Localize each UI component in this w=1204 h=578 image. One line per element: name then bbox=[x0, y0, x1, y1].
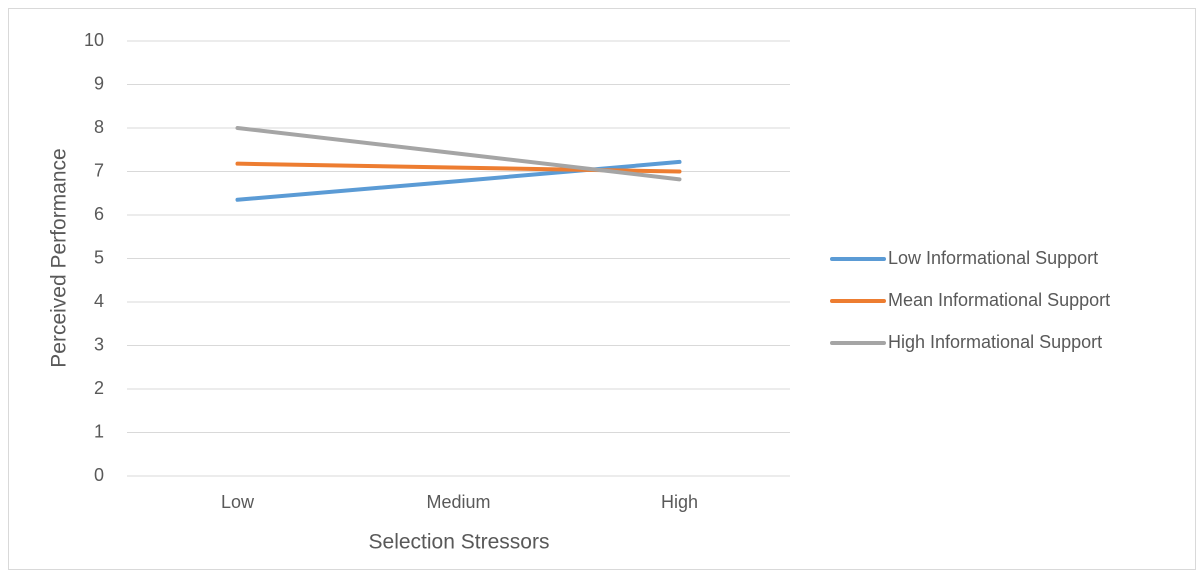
y-tick-label: 3 bbox=[94, 334, 104, 354]
legend-label: Mean Informational Support bbox=[888, 290, 1110, 310]
y-tick-label: 0 bbox=[94, 465, 104, 485]
y-tick-label: 10 bbox=[84, 30, 104, 50]
legend-label: Low Informational Support bbox=[888, 248, 1098, 268]
y-tick-label: 7 bbox=[94, 160, 104, 180]
y-tick-label: 4 bbox=[94, 291, 104, 311]
y-tick-label: 1 bbox=[94, 421, 104, 441]
y-axis-title: Perceived Performance bbox=[48, 148, 71, 367]
x-tick-label: High bbox=[661, 492, 698, 512]
y-tick-label: 9 bbox=[94, 73, 104, 93]
y-tick-label: 6 bbox=[94, 204, 104, 224]
y-tick-label: 5 bbox=[94, 247, 104, 267]
y-tick-label: 2 bbox=[94, 378, 104, 398]
y-tick-label: 8 bbox=[94, 117, 104, 137]
x-axis-title: Selection Stressors bbox=[369, 531, 550, 554]
series-line bbox=[235, 126, 682, 182]
x-tick-label: Low bbox=[221, 492, 255, 512]
x-tick-label: Medium bbox=[426, 492, 490, 512]
legend-label: High Informational Support bbox=[888, 332, 1102, 352]
